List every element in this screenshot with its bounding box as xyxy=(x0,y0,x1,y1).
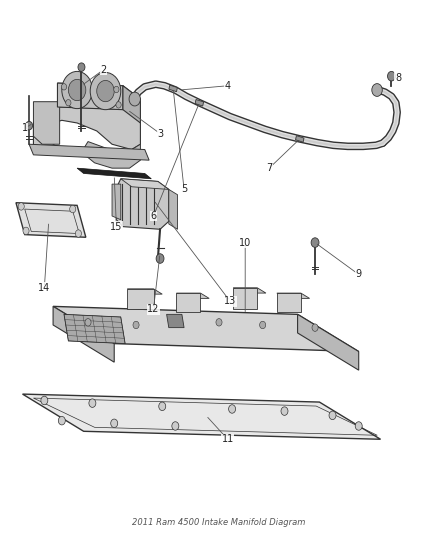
Polygon shape xyxy=(233,288,266,293)
Polygon shape xyxy=(16,203,86,237)
Circle shape xyxy=(85,319,91,326)
Text: 3: 3 xyxy=(157,128,163,139)
Text: 12: 12 xyxy=(147,304,160,314)
Polygon shape xyxy=(112,184,121,220)
Circle shape xyxy=(355,422,362,430)
Circle shape xyxy=(111,419,118,427)
Text: 7: 7 xyxy=(266,163,272,173)
Circle shape xyxy=(23,227,29,235)
Polygon shape xyxy=(117,179,169,229)
Circle shape xyxy=(129,92,141,106)
Text: 14: 14 xyxy=(38,283,50,293)
Polygon shape xyxy=(22,394,381,439)
Polygon shape xyxy=(33,102,60,144)
Circle shape xyxy=(89,399,96,407)
Polygon shape xyxy=(53,306,359,352)
Circle shape xyxy=(260,321,266,329)
Circle shape xyxy=(78,63,85,71)
Polygon shape xyxy=(277,293,301,312)
Polygon shape xyxy=(53,306,114,362)
Polygon shape xyxy=(177,293,209,298)
Text: 2011 Ram 4500 Intake Manifold Diagram: 2011 Ram 4500 Intake Manifold Diagram xyxy=(132,518,306,527)
Circle shape xyxy=(229,405,236,413)
Polygon shape xyxy=(169,189,177,229)
Text: 4: 4 xyxy=(225,81,231,91)
Polygon shape xyxy=(77,168,151,179)
Circle shape xyxy=(61,84,67,90)
Circle shape xyxy=(62,71,92,109)
Text: 11: 11 xyxy=(222,434,234,445)
Text: 2: 2 xyxy=(100,65,106,75)
Polygon shape xyxy=(195,100,204,106)
Text: 8: 8 xyxy=(395,73,401,83)
Circle shape xyxy=(25,122,32,130)
Polygon shape xyxy=(177,293,201,312)
Polygon shape xyxy=(277,293,310,298)
Circle shape xyxy=(329,411,336,419)
Circle shape xyxy=(311,238,319,247)
Text: 6: 6 xyxy=(150,211,156,221)
Circle shape xyxy=(68,79,86,101)
Text: 10: 10 xyxy=(239,238,251,247)
Circle shape xyxy=(172,422,179,430)
Circle shape xyxy=(312,324,318,332)
Circle shape xyxy=(114,86,119,93)
Polygon shape xyxy=(297,314,359,370)
Polygon shape xyxy=(121,179,169,189)
Text: 15: 15 xyxy=(110,222,123,232)
Polygon shape xyxy=(33,107,141,150)
Polygon shape xyxy=(123,86,141,123)
Circle shape xyxy=(90,72,121,110)
Polygon shape xyxy=(81,142,141,168)
Circle shape xyxy=(216,319,222,326)
Polygon shape xyxy=(166,314,184,328)
Polygon shape xyxy=(127,289,162,294)
Polygon shape xyxy=(57,83,141,99)
Circle shape xyxy=(133,321,139,329)
Polygon shape xyxy=(57,83,123,110)
Circle shape xyxy=(70,205,76,213)
Circle shape xyxy=(58,416,65,425)
Polygon shape xyxy=(29,144,149,160)
Circle shape xyxy=(281,407,288,415)
Text: 9: 9 xyxy=(356,270,362,279)
Circle shape xyxy=(116,102,121,108)
Text: 13: 13 xyxy=(224,296,236,306)
Circle shape xyxy=(156,254,164,263)
Text: 1: 1 xyxy=(21,123,28,133)
Circle shape xyxy=(372,84,382,96)
Polygon shape xyxy=(169,85,177,92)
Circle shape xyxy=(388,71,396,81)
Text: 5: 5 xyxy=(181,184,187,195)
Circle shape xyxy=(159,402,166,410)
Polygon shape xyxy=(64,314,125,344)
Circle shape xyxy=(41,396,48,405)
Polygon shape xyxy=(296,135,304,142)
Polygon shape xyxy=(127,289,153,309)
Circle shape xyxy=(18,203,24,210)
Polygon shape xyxy=(233,288,257,309)
Circle shape xyxy=(66,100,71,106)
Circle shape xyxy=(75,230,81,237)
Circle shape xyxy=(97,80,114,102)
